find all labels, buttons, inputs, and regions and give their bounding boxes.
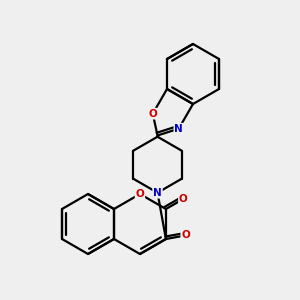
Text: N: N — [174, 124, 183, 134]
Text: O: O — [179, 194, 188, 204]
Text: O: O — [148, 109, 157, 119]
Text: N: N — [153, 188, 162, 198]
Text: O: O — [136, 189, 144, 199]
Text: O: O — [181, 230, 190, 240]
